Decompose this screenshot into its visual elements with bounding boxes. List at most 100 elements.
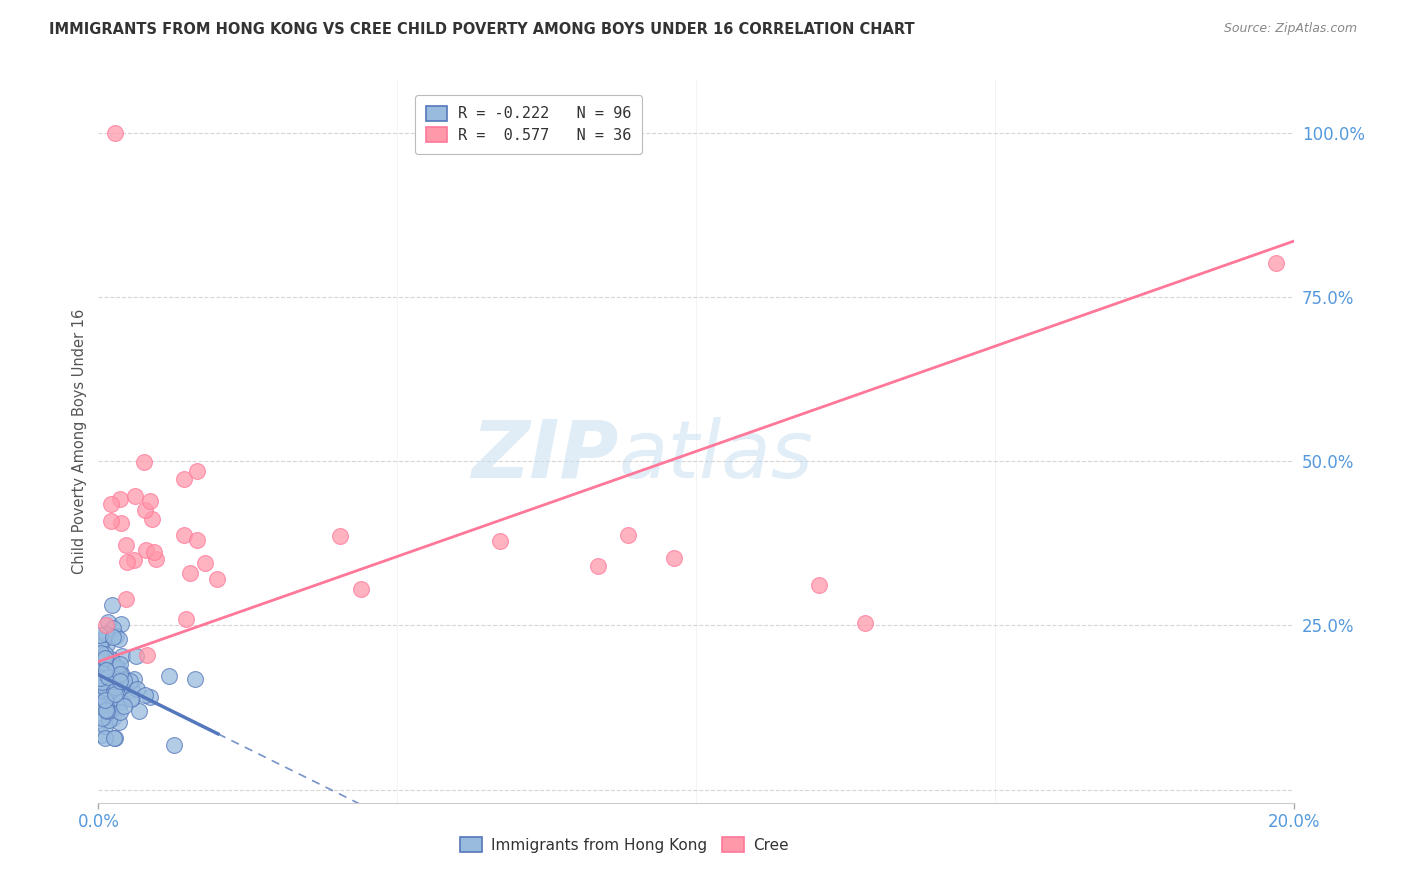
Point [94,693,117,707]
Point [104,692,127,706]
Point [118,673,141,688]
Point [103,687,125,701]
Point [110,673,132,688]
Point [134,503,156,517]
Point [97,657,120,672]
Point [134,455,156,469]
Point [93,692,115,706]
Point [105,663,128,677]
Point [205,573,228,587]
Point [174,612,197,626]
Point [96,684,118,698]
Point [97,705,120,719]
Point [97,615,120,629]
Point [94,681,117,696]
Point [91,711,114,725]
Point [97,667,120,681]
Point [91,633,114,648]
Point [194,556,217,570]
Point [103,731,125,745]
Point [157,669,180,683]
Point [101,630,124,644]
Point [124,672,146,686]
Point [101,598,124,612]
Point [98,703,121,717]
Point [105,677,128,691]
Point [111,690,134,705]
Point [96,663,118,677]
Point [586,558,609,573]
Point [101,711,124,725]
Point [101,653,124,667]
Point [110,695,132,709]
Point [90,646,112,660]
Legend: Immigrants from Hong Kong, Cree: Immigrants from Hong Kong, Cree [453,830,796,860]
Point [853,615,876,630]
Point [125,648,148,663]
Point [89,671,111,685]
Point [108,715,131,730]
Point [104,126,127,140]
Point [91,691,114,706]
Point [96,618,118,632]
Point [135,543,157,558]
Point [110,617,132,632]
Point [97,681,120,695]
Point [173,527,195,541]
Point [115,555,138,569]
Point [89,708,111,723]
Point [94,647,117,661]
Point [108,705,131,719]
Point [110,516,132,530]
Point [121,691,143,706]
Point [173,472,195,486]
Point [104,629,127,643]
Point [128,704,150,718]
Point [350,582,373,596]
Point [110,666,132,681]
Point [120,692,142,706]
Point [110,666,132,681]
Point [488,534,510,549]
Point [122,552,145,566]
Point [115,538,138,552]
Point [107,632,129,646]
Point [93,703,115,717]
Point [98,668,121,682]
Point [186,464,208,478]
Point [94,718,117,732]
Point [100,497,122,511]
Point [105,660,128,674]
Point [121,683,143,698]
Point [110,492,132,507]
Point [91,650,114,665]
Point [112,673,135,687]
Point [108,673,131,688]
Point [94,651,117,665]
Point [103,681,125,696]
Point [94,626,117,640]
Point [96,661,118,675]
Point [96,703,118,717]
Point [89,665,111,679]
Point [807,578,830,592]
Point [111,648,134,663]
Point [108,673,131,688]
Point [141,512,163,526]
Point [100,652,122,666]
Point [104,731,127,745]
Point [104,666,127,681]
Point [89,639,111,653]
Point [184,672,207,686]
Point [89,698,111,713]
Point [90,728,112,742]
Text: IMMIGRANTS FROM HONG KONG VS CREE CHILD POVERTY AMONG BOYS UNDER 16 CORRELATION : IMMIGRANTS FROM HONG KONG VS CREE CHILD … [49,22,915,37]
Point [136,648,159,662]
Point [101,674,124,689]
Point [127,681,149,696]
Point [104,680,127,694]
Point [100,664,122,678]
Point [97,713,120,727]
Point [108,688,131,702]
Point [96,637,118,651]
